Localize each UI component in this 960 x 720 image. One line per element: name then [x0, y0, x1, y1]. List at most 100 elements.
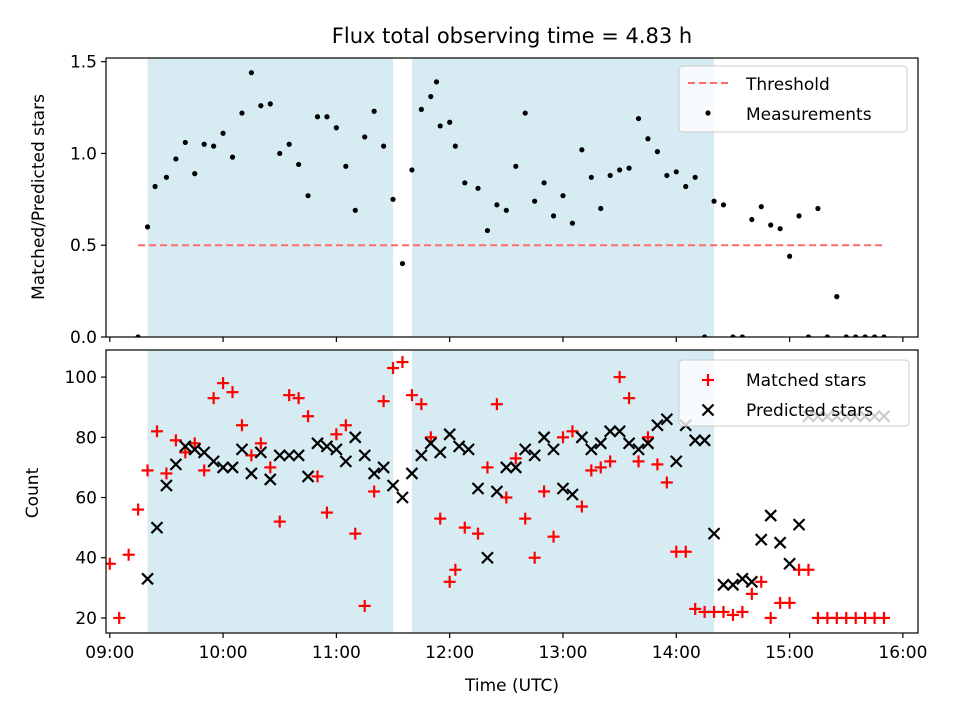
xtick-label: 10:00 — [199, 643, 248, 663]
matched-point — [755, 575, 768, 588]
measurement-point — [390, 196, 396, 202]
top-plot-area — [135, 58, 887, 337]
matched-point — [377, 395, 390, 408]
legend-measurements-label: Measurements — [746, 105, 872, 125]
matched-point — [150, 425, 163, 438]
measurement-point — [333, 125, 339, 131]
bottom-axes-frame — [105, 349, 919, 634]
predicted-point — [500, 461, 513, 474]
legend-matched-label: Matched stars — [746, 371, 866, 391]
measurement-point — [362, 134, 368, 140]
matched-point — [424, 431, 437, 444]
measurement-point — [881, 334, 887, 337]
measurement-point — [617, 167, 623, 173]
matched-point — [764, 611, 777, 624]
predicted-point — [537, 431, 551, 444]
predicted-point — [622, 437, 636, 450]
legend-threshold-label: Threshold — [745, 75, 830, 95]
predicted-point — [792, 518, 806, 531]
matched-point — [472, 527, 485, 540]
top-legend-box — [678, 65, 908, 133]
predicted-point — [169, 458, 183, 471]
matched-point — [179, 446, 192, 459]
measurement-point — [475, 185, 481, 191]
predicted-point — [367, 467, 381, 480]
predicted-point — [226, 461, 239, 474]
bottom-observing-window-2 — [411, 350, 715, 633]
matched-point — [396, 356, 409, 369]
matched-point — [330, 428, 343, 441]
measurement-point — [239, 110, 245, 116]
top-series-1 — [135, 70, 887, 337]
legend-predicted-swatch — [701, 403, 715, 417]
matched-point — [160, 467, 173, 480]
predicted-point — [575, 431, 589, 444]
predicted-point — [688, 434, 702, 447]
predicted-point — [141, 572, 154, 586]
measurement-point — [702, 334, 708, 337]
matched-point — [623, 392, 636, 405]
matched-point — [481, 461, 494, 474]
measurement-point — [314, 114, 321, 120]
measurement-point — [248, 70, 255, 76]
matched-point — [387, 362, 400, 375]
measurement-point — [588, 174, 594, 180]
legend-measurements-swatch — [705, 110, 711, 116]
measurement-point — [862, 334, 868, 337]
measurement-point — [654, 149, 661, 155]
measurement-point — [135, 334, 141, 337]
measurement-point — [871, 334, 878, 337]
measurement-point — [503, 207, 509, 213]
measurement-point — [220, 130, 226, 136]
measurement-point — [267, 101, 273, 107]
matched-point — [434, 512, 447, 525]
matched-point — [449, 563, 462, 576]
predicted-point — [566, 488, 579, 501]
predicted-point — [660, 412, 674, 426]
measurement-point — [824, 334, 830, 337]
measurement-point — [569, 220, 576, 226]
matched-point — [106, 557, 116, 570]
matched-point — [458, 521, 471, 534]
legend-plus-marker — [702, 374, 714, 386]
matched-point — [632, 455, 645, 468]
predicted-point — [726, 578, 740, 592]
matched-point — [509, 452, 522, 465]
top-y-axis-label: Matched/Predicted stars — [29, 94, 49, 300]
measurement-point — [550, 213, 557, 219]
measurement-point — [673, 169, 679, 175]
matched-point — [500, 491, 513, 504]
predicted-point — [556, 482, 570, 495]
bottom-plot-area — [106, 350, 891, 633]
matched-point — [349, 527, 362, 540]
predicted-point — [490, 485, 504, 498]
measurement-point — [683, 183, 689, 190]
predicted-point — [764, 509, 777, 522]
matched-point — [745, 587, 758, 600]
measurement-point — [796, 213, 802, 219]
measurement-point — [749, 216, 755, 223]
matched-point — [878, 611, 891, 624]
bottom-observing-window-1 — [147, 350, 394, 633]
chart-title: Flux total observing time = 4.83 h — [332, 24, 692, 48]
measurement-point — [352, 207, 358, 213]
predicted-point — [698, 434, 711, 447]
predicted-point — [245, 467, 258, 480]
measurement-point — [645, 136, 651, 142]
predicted-point — [443, 428, 456, 441]
measurement-point — [399, 260, 406, 267]
measurement-point — [371, 108, 377, 114]
measurement-point — [277, 150, 283, 157]
matched-point — [245, 449, 258, 462]
matched-point — [651, 458, 664, 471]
measurement-point — [522, 110, 528, 116]
predicted-point — [707, 527, 721, 540]
matched-point — [604, 455, 617, 468]
predicted-point — [216, 461, 230, 474]
predicted-point — [773, 536, 787, 549]
matched-point — [302, 410, 315, 423]
predicted-point — [603, 425, 617, 438]
top-panel: 0.0 0.5 1.0 1.5 — [70, 53, 919, 348]
predicted-point — [594, 437, 608, 450]
measurement-point — [418, 106, 424, 112]
